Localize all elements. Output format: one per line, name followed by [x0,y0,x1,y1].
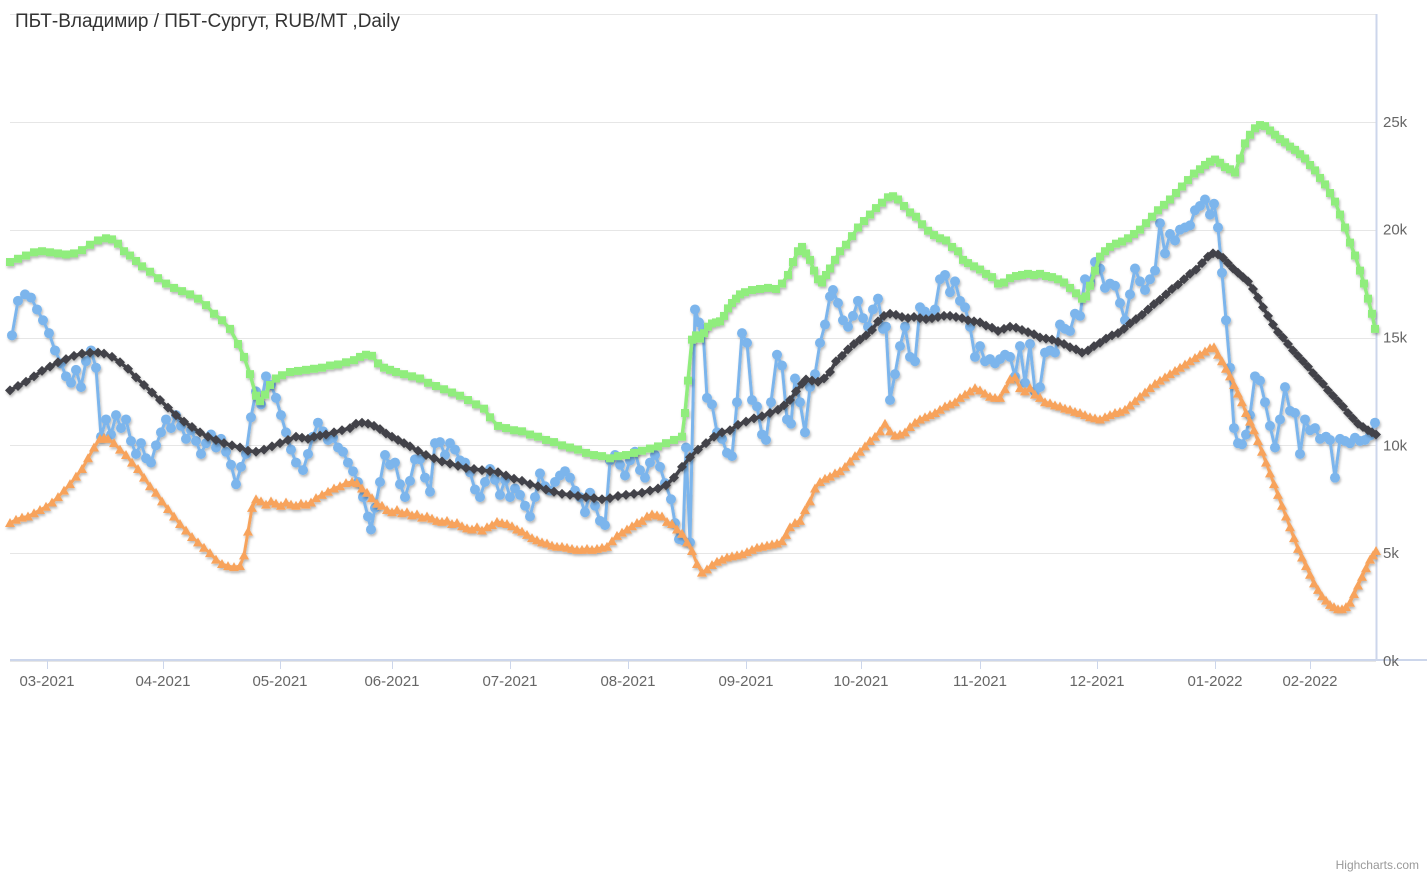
y-axis-label: 5k [1383,545,1399,562]
x-axis-label: 10-2021 [833,673,888,690]
y-axis: 0k 5k 10k 15k 20k 25k [1383,114,1408,670]
series-black-markers [5,248,1381,505]
x-axis-label: 02-2022 [1282,673,1337,690]
x-axis-label: 04-2021 [135,673,190,690]
x-axis-label: 03-2021 [19,673,74,690]
x-axis-label: 11-2021 [953,673,1007,690]
x-axis-label: 01-2022 [1187,673,1242,690]
highcharts-credit-link[interactable]: Highcharts.com [1335,858,1419,872]
y-axis-label: 20k [1383,222,1408,239]
x-axis-label: 09-2021 [718,673,773,690]
x-axis-label: 05-2021 [252,673,307,690]
x-axis-label: 07-2021 [482,673,537,690]
x-axis-label: 06-2021 [364,673,419,690]
x-axis: 03-2021 04-2021 05-2021 06-2021 07-2021 08-20… [19,661,1338,690]
series-black[interactable] [5,248,1381,505]
series-orange[interactable] [5,342,1381,614]
y-axis-label: 25k [1383,114,1408,131]
x-axis-label: 08-2021 [600,673,655,690]
y-axis-label: 0k [1383,653,1399,670]
series-orange-markers [5,342,1381,614]
chart-title: ПБТ-Владимир / ПБТ-Сургут, RUB/MT ,Daily [15,11,400,32]
y-axis-label: 10k [1383,437,1408,454]
series-green[interactable] [6,121,1379,463]
series-green-markers [6,121,1379,463]
x-axis-label: 12-2021 [1069,673,1124,690]
y-axis-label: 15k [1383,330,1408,347]
